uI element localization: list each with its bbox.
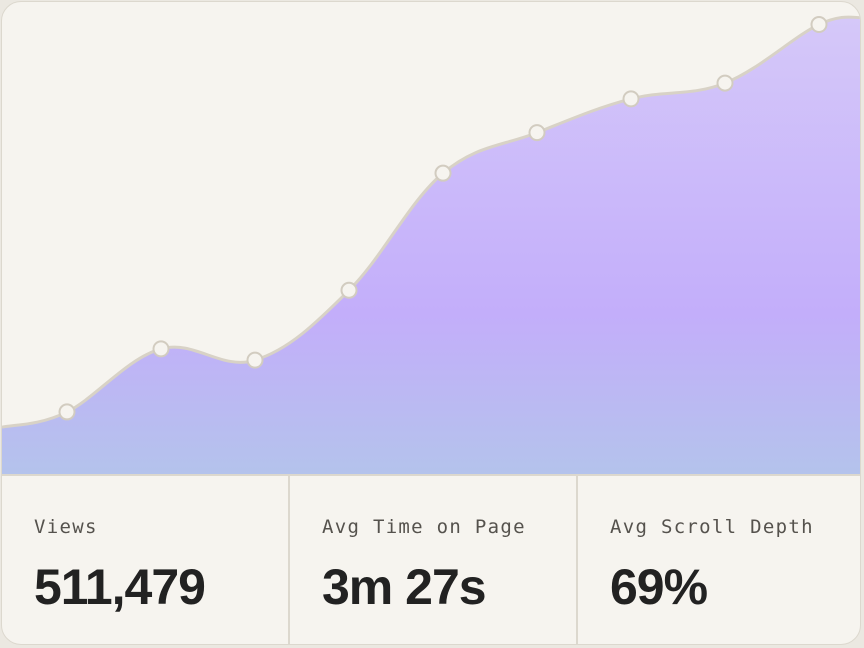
data-point-9[interactable] <box>810 16 828 34</box>
data-point-7[interactable] <box>622 90 640 108</box>
area-fill <box>2 17 860 475</box>
stat-views: Views 511,479 <box>2 476 288 644</box>
data-points <box>58 16 828 421</box>
stat-value: 511,479 <box>34 559 206 615</box>
data-point-8[interactable] <box>716 74 734 92</box>
area-chart-svg <box>2 15 860 475</box>
series-line <box>2 15 860 429</box>
data-point-6[interactable] <box>528 124 546 142</box>
stat-value: 3m 27s <box>322 559 487 615</box>
data-point-3[interactable] <box>246 351 264 369</box>
stat-avg-scroll-depth: Avg Scroll Depth 69% <box>576 476 860 644</box>
stat-value: 69% <box>610 559 708 615</box>
data-point-5[interactable] <box>434 164 452 182</box>
stats-row: Views 511,479 Avg Time on Page 3m 27s Av… <box>2 474 860 644</box>
data-point-2[interactable] <box>152 340 170 358</box>
views-area-chart <box>2 2 860 475</box>
data-point-1[interactable] <box>58 403 76 421</box>
stat-label: Avg Time on Page <box>322 516 526 538</box>
data-point-4[interactable] <box>340 281 358 299</box>
stat-label: Views <box>34 516 98 538</box>
stat-avg-time-on-page: Avg Time on Page 3m 27s <box>288 476 576 644</box>
stat-label: Avg Scroll Depth <box>610 516 814 538</box>
